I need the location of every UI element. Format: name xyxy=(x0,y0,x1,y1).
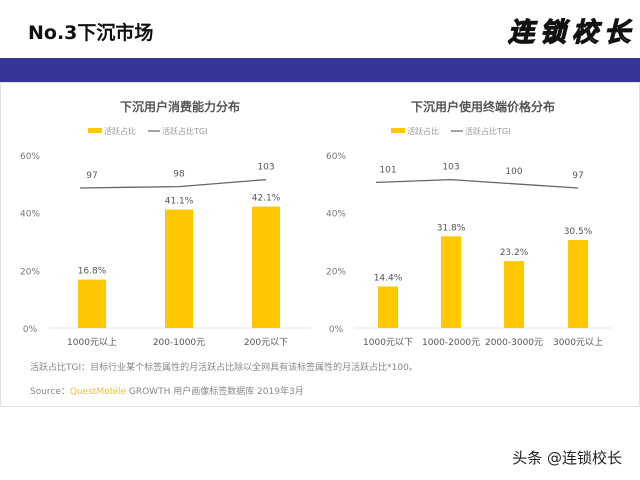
definition-note: 活跃占比TGI：目标行业某个标签属性的月活跃占比除以全网具有该标签属性的月活跃占… xyxy=(30,363,418,373)
legend-label: 活跃占比 xyxy=(104,126,136,136)
bar-data-label: 42.1% xyxy=(252,194,281,204)
bar-data-label: 16.8% xyxy=(78,267,107,277)
legend-label: 活跃占比 xyxy=(407,126,439,136)
credit-watermark: 头条 @连锁校长 xyxy=(512,449,622,467)
x-tick-label: 2000-3000元 xyxy=(485,338,543,348)
y-tick-label: 20% xyxy=(20,267,40,277)
bar xyxy=(165,209,193,328)
header-band xyxy=(0,58,640,82)
x-tick-label: 200-1000元 xyxy=(153,338,205,348)
tgi-data-label: 97 xyxy=(86,171,97,181)
source-prefix: Source： xyxy=(30,387,70,397)
tgi-data-label: 101 xyxy=(379,165,396,175)
x-tick-label: 3000元以上 xyxy=(553,337,603,348)
tgi-data-label: 103 xyxy=(442,163,459,173)
x-tick-label: 200元以下 xyxy=(244,338,288,348)
bar xyxy=(568,240,588,328)
chart-title: 下沉用户消费能力分布 xyxy=(120,99,240,114)
page-title: No.3下沉市场 xyxy=(28,22,154,44)
y-tick-label: 0% xyxy=(329,325,344,335)
bar xyxy=(378,286,398,328)
source-note: Source：QuestMobile GROWTH 用户画像标签数据库 2019… xyxy=(30,384,304,397)
y-tick-label: 40% xyxy=(20,210,40,220)
tgi-data-label: 98 xyxy=(173,170,185,180)
legend-bar-swatch xyxy=(391,128,405,133)
y-tick-label: 60% xyxy=(20,152,40,162)
tgi-data-label: 103 xyxy=(257,163,274,173)
bar xyxy=(504,261,524,328)
bar-data-label: 31.8% xyxy=(437,223,466,233)
chart-title: 下沉用户使用终端价格分布 xyxy=(411,99,555,114)
bar-data-label: 14.4% xyxy=(374,273,403,283)
source-rest: GROWTH 用户画像标签数据库 2019年3月 xyxy=(126,387,304,397)
tgi-line xyxy=(375,178,579,189)
legend-bar-swatch xyxy=(88,128,102,133)
y-tick-label: 60% xyxy=(326,152,346,162)
bar-data-label: 30.5% xyxy=(564,227,593,237)
y-tick-label: 20% xyxy=(326,267,346,277)
logo: 连锁校长 xyxy=(507,17,636,48)
bar xyxy=(252,206,280,328)
bar-data-label: 41.1% xyxy=(165,196,194,206)
bar xyxy=(78,279,106,328)
x-tick-label: 1000元以上 xyxy=(67,337,117,348)
tgi-data-label: 97 xyxy=(572,171,583,181)
legend-label: 活跃占比TGI xyxy=(162,126,207,136)
x-tick-label: 1000元以下 xyxy=(363,338,413,348)
tgi-data-label: 100 xyxy=(505,167,522,177)
tgi-line xyxy=(79,178,267,189)
legend-label: 活跃占比TGI xyxy=(465,126,510,136)
source-brand: QuestMobile xyxy=(69,387,126,397)
y-tick-label: 0% xyxy=(23,325,38,335)
bar xyxy=(441,236,461,328)
y-tick-label: 40% xyxy=(326,210,346,220)
bar-data-label: 23.2% xyxy=(500,248,529,258)
x-tick-label: 1000-2000元 xyxy=(422,338,480,348)
